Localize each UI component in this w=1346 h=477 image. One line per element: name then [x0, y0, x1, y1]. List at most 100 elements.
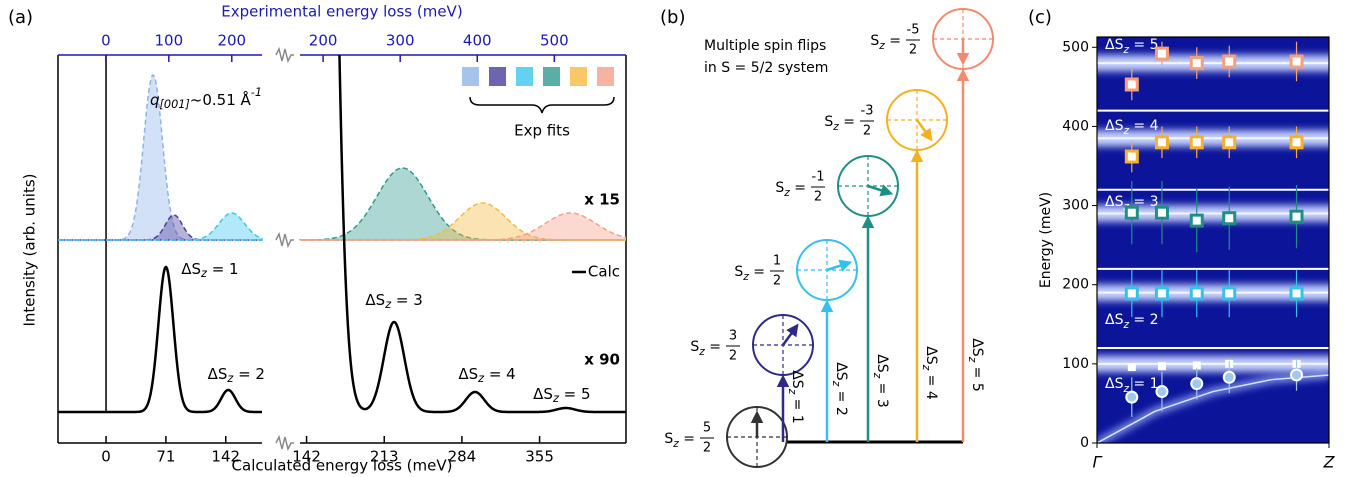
- axis-break: [275, 46, 294, 452]
- text-part: = 1: [207, 260, 239, 278]
- text-part: ΔS: [1105, 194, 1124, 210]
- data-point: [1189, 135, 1204, 150]
- panel-label: (a): [8, 7, 33, 28]
- data-point: [1124, 286, 1139, 301]
- exp-fit-peak: [58, 212, 263, 241]
- x2-tick-label: 300: [386, 32, 415, 50]
- legend-swatch: [516, 67, 533, 86]
- data-point: [1124, 205, 1139, 220]
- text-part: z: [966, 356, 978, 363]
- text-part: ΔS: [833, 362, 849, 381]
- scale-label: x 15: [584, 191, 620, 209]
- data-point: [1125, 390, 1139, 404]
- x2-axis-label: Experimental energy loss (meV): [221, 3, 462, 21]
- y-tick-label: 200: [1062, 277, 1089, 293]
- text-part: =: [885, 33, 901, 49]
- text-part: = 4: [923, 370, 939, 400]
- data-point: [1290, 368, 1304, 382]
- text-part: z: [871, 372, 883, 379]
- text-part: z: [672, 438, 679, 450]
- legend-swatch: [489, 67, 506, 86]
- legend-label: Exp fits: [514, 122, 570, 140]
- transition-label: ΔSz = 3: [871, 354, 890, 408]
- text-part: ΔS: [1105, 118, 1124, 134]
- data-point: [1157, 362, 1166, 371]
- text-part: =: [749, 264, 765, 280]
- x2-tick-label: 200: [217, 32, 246, 50]
- brace: [469, 96, 615, 114]
- fraction-num: 3: [729, 329, 737, 344]
- text-part: z: [920, 364, 932, 371]
- panel-label: (c): [1028, 7, 1052, 28]
- spin-arrow: [915, 119, 933, 142]
- text-part: S: [690, 339, 699, 355]
- text-part: = 3: [391, 291, 423, 309]
- y-tick-label: 0: [1080, 435, 1089, 451]
- legend-swatch: [570, 67, 587, 86]
- text-part: = 2: [233, 365, 265, 383]
- dispersion-line: [1097, 374, 1329, 443]
- text-part: =: [790, 180, 806, 196]
- data-point: [1289, 286, 1304, 301]
- level-label: Sz =: [824, 114, 855, 133]
- legend-swatch: [597, 67, 614, 86]
- x2-tick-label: 400: [463, 32, 492, 50]
- legend-swatch: [462, 67, 479, 86]
- data-point: [1289, 135, 1304, 150]
- transition-label: ΔSz = 1: [786, 370, 805, 424]
- diagram-title: in S = 5/2 system: [704, 60, 828, 76]
- x-tick-label: Z: [1323, 453, 1336, 472]
- data-point: [1189, 213, 1204, 228]
- text-part: z: [878, 40, 885, 52]
- region-label: ΔSz = 5: [1105, 37, 1159, 56]
- peak-label: ΔSz = 5: [533, 385, 590, 406]
- data-point: [1289, 54, 1304, 69]
- plot-area: [58, 55, 626, 414]
- fraction-num: -1: [812, 170, 825, 185]
- fraction-num: -5: [907, 23, 920, 38]
- region-label: ΔSz = 4: [1105, 118, 1159, 137]
- fraction-den: 2: [729, 349, 737, 364]
- data-point: [1222, 135, 1237, 150]
- level-label: Sz =: [775, 180, 806, 199]
- y-tick-label: 500: [1062, 39, 1089, 55]
- region-label: ΔSz = 2: [1105, 312, 1159, 331]
- text-part: ΔS: [458, 365, 478, 383]
- fraction-den: 2: [814, 190, 822, 205]
- text-part: z: [384, 298, 392, 311]
- data-point: [1222, 286, 1237, 301]
- text-part: = 1: [789, 394, 805, 424]
- data-point: [1155, 385, 1169, 399]
- data-point: [1154, 286, 1169, 301]
- x-axis-label: Calculated energy loss (meV): [232, 457, 453, 475]
- transition-label: ΔSz = 5: [966, 338, 985, 392]
- text-part: =: [839, 114, 855, 130]
- text-part: = 2: [1129, 312, 1159, 328]
- data-point: [1190, 377, 1204, 391]
- text-part: = 1: [1129, 376, 1159, 392]
- text-part: z: [786, 388, 798, 395]
- text-part: ΔS: [365, 291, 385, 309]
- x-tick-label: 355: [525, 448, 554, 466]
- panel-label: (b): [660, 7, 685, 28]
- spin-arrow: [826, 259, 853, 272]
- x2-tick-label: 0: [101, 32, 111, 50]
- calc-curve: [338, 55, 626, 414]
- y-tick-label: 400: [1062, 118, 1089, 134]
- transition-label: ΔSz = 4: [920, 346, 939, 400]
- data-point: [1154, 205, 1169, 220]
- text-part: z: [552, 392, 560, 405]
- spin-arrow: [867, 184, 894, 197]
- x-tick-label: 213: [370, 448, 399, 466]
- data-point: [1124, 149, 1139, 164]
- peak-label: ΔSz = 2: [208, 365, 265, 386]
- plot-frame: [1096, 36, 1330, 444]
- data-point: [1154, 46, 1169, 61]
- text-part: S: [734, 264, 743, 280]
- fraction-den: 2: [773, 274, 781, 289]
- text-part: S: [824, 114, 833, 130]
- region-label: ΔSz = 1: [1105, 376, 1159, 395]
- text-part: S: [664, 431, 673, 447]
- data-point: [1189, 56, 1204, 71]
